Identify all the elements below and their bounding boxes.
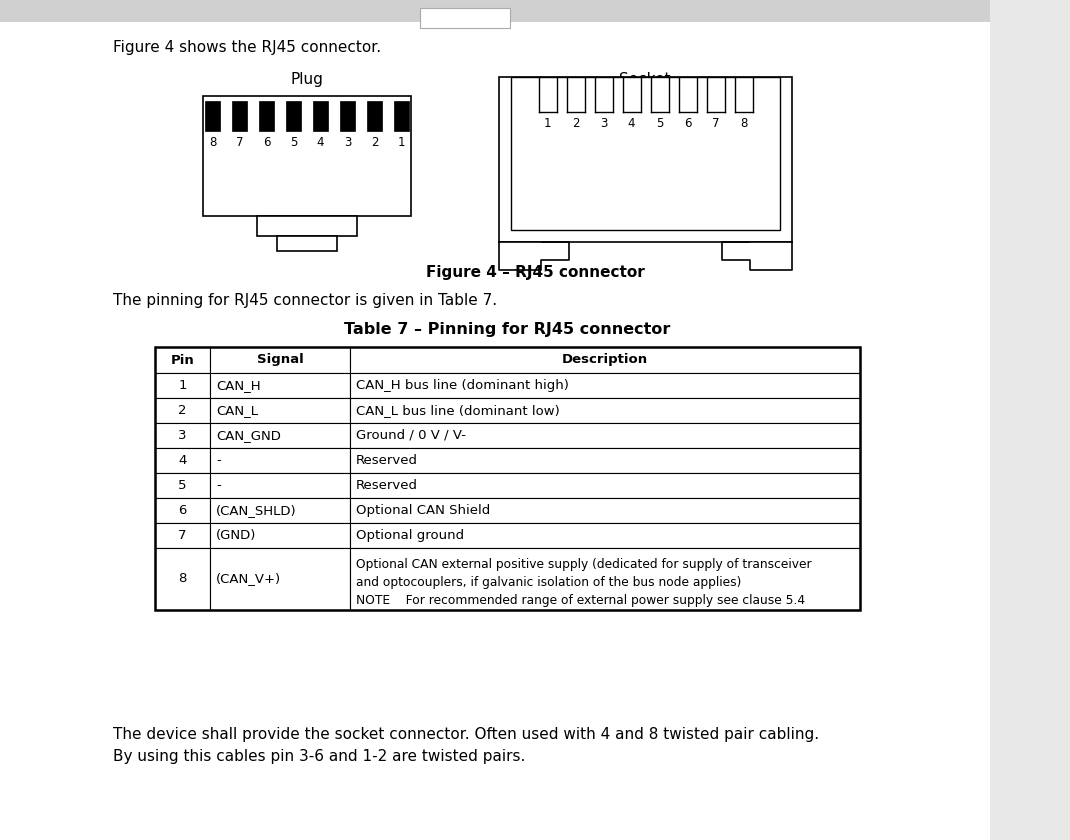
Bar	[421, 8, 510, 28]
Bar	[155, 373, 210, 398]
Text: 1: 1	[398, 136, 406, 149]
Bar	[210, 473, 350, 498]
Bar	[155, 548, 210, 610]
Bar	[0, 0, 990, 22]
Bar	[340, 101, 355, 131]
Bar	[155, 473, 210, 498]
Text: Optional CAN Shield: Optional CAN Shield	[356, 504, 490, 517]
Text: CAN_L bus line (dominant low): CAN_L bus line (dominant low)	[356, 404, 560, 417]
Text: 2: 2	[179, 404, 187, 417]
Text: Figure 4 shows the RJ45 connector.: Figure 4 shows the RJ45 connector.	[113, 40, 381, 55]
Text: and optocouplers, if galvanic isolation of the bus node applies): and optocouplers, if galvanic isolation …	[356, 576, 742, 589]
Bar	[394, 101, 409, 131]
Text: Signal: Signal	[257, 354, 304, 366]
Text: Pin: Pin	[170, 354, 195, 366]
Bar	[210, 523, 350, 548]
Bar	[350, 398, 860, 423]
Bar	[155, 423, 210, 448]
Text: 7: 7	[179, 529, 187, 542]
Text: 6: 6	[179, 504, 186, 517]
Text: Socket: Socket	[620, 72, 671, 87]
Text: 5: 5	[179, 479, 187, 492]
Bar	[314, 101, 328, 131]
Bar	[259, 101, 274, 131]
Text: 3: 3	[343, 136, 351, 149]
Text: 7: 7	[235, 136, 243, 149]
Text: Ground / 0 V / V-: Ground / 0 V / V-	[356, 429, 467, 442]
Text: 1: 1	[544, 117, 551, 130]
Text: 8: 8	[739, 117, 747, 130]
Bar	[155, 398, 210, 423]
Text: 4: 4	[179, 454, 186, 467]
Bar	[232, 101, 247, 131]
Bar	[210, 498, 350, 523]
Text: Optional ground: Optional ground	[356, 529, 464, 542]
Text: 3: 3	[600, 117, 607, 130]
Text: 5: 5	[290, 136, 297, 149]
Text: CAN_H bus line (dominant high): CAN_H bus line (dominant high)	[356, 379, 569, 392]
Bar	[210, 398, 350, 423]
Text: CAN_H: CAN_H	[216, 379, 261, 392]
Text: 2: 2	[571, 117, 579, 130]
Bar	[350, 373, 860, 398]
Text: 5: 5	[656, 117, 663, 130]
Text: 3: 3	[179, 429, 187, 442]
Text: -: -	[216, 454, 220, 467]
Text: 4: 4	[317, 136, 324, 149]
Text: 6: 6	[263, 136, 271, 149]
Bar	[155, 347, 210, 373]
Text: (GND): (GND)	[216, 529, 257, 542]
Text: CAN_GND: CAN_GND	[216, 429, 280, 442]
Bar	[277, 236, 337, 251]
Text: (CAN_SHLD): (CAN_SHLD)	[216, 504, 296, 517]
Bar	[210, 448, 350, 473]
Text: Reserved: Reserved	[356, 454, 418, 467]
Bar	[210, 548, 350, 610]
Text: NOTE    For recommended range of external power supply see clause 5.4: NOTE For recommended range of external p…	[356, 595, 805, 607]
Bar	[210, 347, 350, 373]
Bar	[499, 242, 541, 270]
Bar	[155, 523, 210, 548]
Text: Description: Description	[562, 354, 648, 366]
Bar	[499, 77, 792, 242]
Text: 7: 7	[712, 117, 719, 130]
Text: (CAN_V+): (CAN_V+)	[216, 573, 281, 585]
Text: CAN_L: CAN_L	[216, 404, 258, 417]
Bar	[210, 373, 350, 398]
Text: Plug: Plug	[291, 72, 323, 87]
Bar	[155, 347, 860, 610]
Text: 8: 8	[209, 136, 216, 149]
Bar	[205, 101, 220, 131]
Bar	[750, 242, 792, 270]
Bar	[367, 101, 382, 131]
Bar	[210, 423, 350, 448]
Bar	[286, 101, 301, 131]
Bar	[350, 347, 860, 373]
Bar	[155, 448, 210, 473]
Text: The device shall provide the socket connector. Often used with 4 and 8 twisted p: The device shall provide the socket conn…	[113, 727, 820, 742]
Text: Table 7 – Pinning for RJ45 connector: Table 7 – Pinning for RJ45 connector	[343, 322, 670, 337]
Text: -: -	[216, 479, 220, 492]
Text: 1: 1	[179, 379, 187, 392]
Text: The pinning for RJ45 connector is given in Table 7.: The pinning for RJ45 connector is given …	[113, 293, 498, 308]
Text: 6: 6	[684, 117, 691, 130]
Bar	[155, 498, 210, 523]
Text: 8: 8	[179, 573, 186, 585]
Bar	[257, 216, 357, 236]
Text: 2: 2	[370, 136, 379, 149]
Text: 4: 4	[628, 117, 636, 130]
Text: Figure 4 – RJ45 connector: Figure 4 – RJ45 connector	[426, 265, 644, 280]
Bar	[350, 423, 860, 448]
Text: Reserved: Reserved	[356, 479, 418, 492]
Text: Optional CAN external positive supply (dedicated for supply of transceiver: Optional CAN external positive supply (d…	[356, 558, 812, 571]
Bar	[350, 498, 860, 523]
Bar	[350, 448, 860, 473]
Bar	[350, 548, 860, 610]
Bar	[350, 473, 860, 498]
Text: By using this cables pin 3-6 and 1-2 are twisted pairs.: By using this cables pin 3-6 and 1-2 are…	[113, 749, 525, 764]
Bar	[203, 96, 411, 216]
Bar	[511, 77, 780, 230]
Bar	[350, 523, 860, 548]
